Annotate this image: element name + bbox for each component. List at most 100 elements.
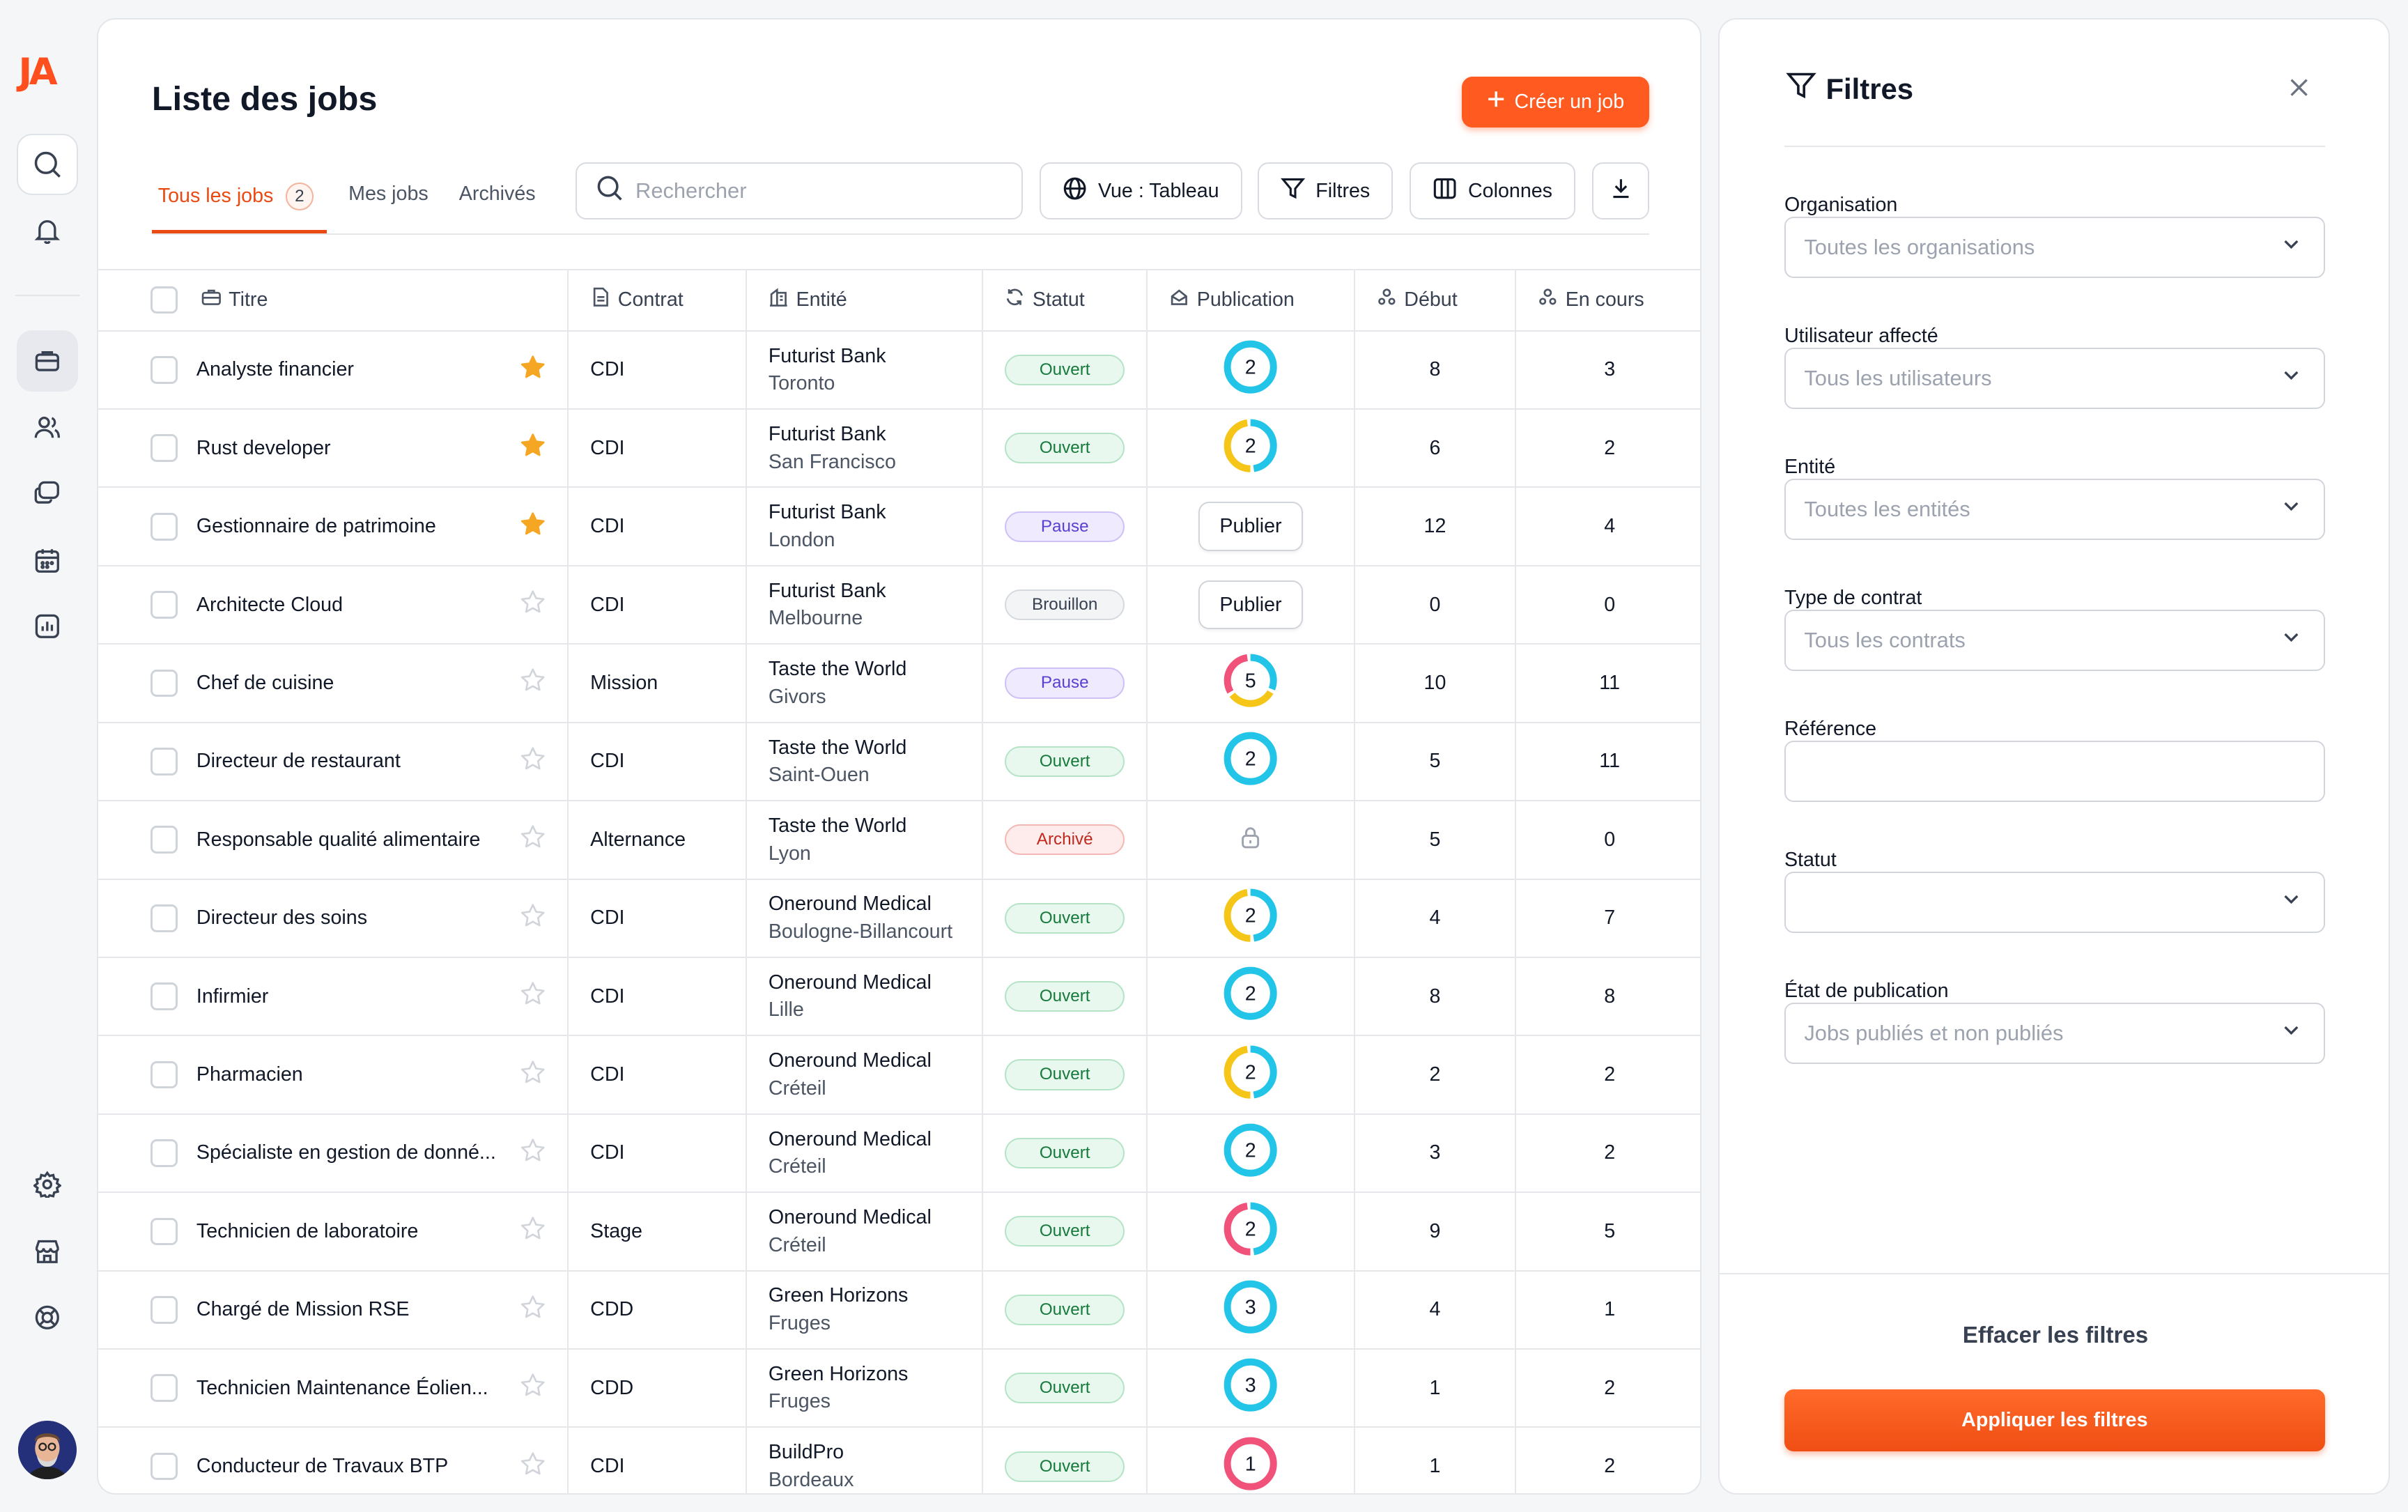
job-title[interactable]: Analyste financier (196, 358, 354, 381)
publication-donut[interactable]: 3 (1223, 1279, 1278, 1340)
user-avatar[interactable] (18, 1420, 77, 1479)
tab-archived[interactable]: Archivés (459, 183, 536, 206)
row-checkbox[interactable] (150, 904, 178, 932)
table-row[interactable]: Responsable qualité alimentaire Alternanc… (98, 801, 1701, 880)
close-icon[interactable] (2287, 75, 2311, 106)
apply-filters-button[interactable]: Appliquer les filtres (1784, 1389, 2325, 1451)
col-title[interactable]: Titre (98, 268, 569, 332)
job-title[interactable]: Responsable qualité alimentaire (196, 828, 481, 851)
star-icon[interactable] (520, 433, 546, 464)
star-icon[interactable] (520, 980, 546, 1012)
job-title[interactable]: Spécialiste en gestion de donné... (196, 1141, 496, 1164)
help-icon[interactable] (17, 1287, 78, 1348)
publication-donut[interactable]: 2 (1223, 731, 1278, 792)
star-icon[interactable] (520, 824, 546, 856)
table-row[interactable]: Pharmacien CDI Oneround Medical Créteil Ouve… (98, 1035, 1701, 1115)
filter-select[interactable]: Tous les utilisateurs (1784, 347, 2325, 409)
chat-icon[interactable] (17, 462, 78, 523)
search-icon[interactable] (17, 133, 79, 195)
publication-donut[interactable]: 2 (1223, 1123, 1278, 1183)
table-row[interactable]: Chargé de Mission RSE CDD Green Horizons Fr… (98, 1270, 1701, 1350)
columns-button[interactable]: Colonnes (1410, 162, 1576, 219)
row-checkbox[interactable] (150, 1060, 178, 1089)
download-button[interactable] (1592, 162, 1649, 219)
reference-input[interactable] (1784, 740, 2325, 802)
settings-icon[interactable] (17, 1153, 78, 1214)
publication-donut[interactable]: 2 (1223, 418, 1278, 479)
star-icon[interactable] (520, 1216, 546, 1247)
job-title[interactable]: Pharmacien (196, 1063, 303, 1086)
table-row[interactable]: Technicien de laboratoire Stage Oneround M… (98, 1192, 1701, 1272)
app-logo[interactable]: JA (18, 50, 57, 93)
row-checkbox[interactable] (150, 1452, 178, 1481)
users-icon[interactable] (17, 396, 78, 458)
row-checkbox[interactable] (150, 434, 178, 463)
job-title[interactable]: Infirmier (196, 985, 269, 1008)
col-entity[interactable]: Entité (746, 268, 984, 332)
filters-button[interactable]: Filtres (1257, 162, 1393, 219)
table-row[interactable]: Infirmier CDI Oneround Medical Lille Ouvert 2… (98, 957, 1701, 1037)
publication-donut[interactable]: 1 (1223, 1436, 1278, 1493)
row-checkbox[interactable] (150, 1295, 178, 1324)
view-button[interactable]: Vue : Tableau (1039, 162, 1242, 219)
bell-icon[interactable] (17, 200, 78, 261)
col-start[interactable]: Début (1354, 268, 1517, 332)
filter-select[interactable] (1784, 871, 2325, 933)
store-icon[interactable] (17, 1221, 78, 1282)
table-row[interactable]: Analyste financier CDI Futurist Bank Toront… (98, 330, 1701, 410)
star-icon[interactable] (520, 746, 546, 777)
star-icon[interactable] (520, 1294, 546, 1325)
star-icon[interactable] (520, 1137, 546, 1168)
clear-filters-button[interactable]: Effacer les filtres (1962, 1322, 2149, 1348)
row-checkbox[interactable] (150, 1139, 178, 1167)
star-icon[interactable] (520, 902, 546, 934)
col-publication[interactable]: Publication (1147, 268, 1355, 332)
table-row[interactable]: Directeur de restaurant CDI Taste the Worl… (98, 722, 1701, 802)
job-title[interactable]: Technicien Maintenance Éolien... (196, 1376, 488, 1399)
row-checkbox[interactable] (150, 669, 178, 697)
create-job-button[interactable]: Créer un job (1462, 76, 1649, 128)
row-checkbox[interactable] (150, 1374, 178, 1402)
row-checkbox[interactable] (150, 512, 178, 541)
col-in-progress[interactable]: En cours (1515, 268, 1701, 332)
table-row[interactable]: Conducteur de Travaux BTP CDI BuildPro Bord… (98, 1427, 1701, 1493)
calendar-icon[interactable] (17, 530, 78, 591)
job-title[interactable]: Architecte Cloud (196, 593, 344, 616)
row-checkbox[interactable] (150, 982, 178, 1010)
publication-donut[interactable]: 2 (1223, 339, 1278, 400)
publish-button[interactable]: Publier (1198, 502, 1303, 551)
row-checkbox[interactable] (150, 826, 178, 854)
star-icon[interactable] (520, 1059, 546, 1090)
search-box[interactable] (576, 162, 1023, 219)
star-icon[interactable] (520, 589, 546, 620)
table-row[interactable]: Directeur des soins CDI Oneround Medical Bo… (98, 879, 1701, 958)
table-row[interactable]: Rust developer CDI Futurist Bank San Franci… (98, 409, 1701, 488)
select-all-checkbox[interactable] (150, 286, 178, 314)
row-checkbox[interactable] (150, 591, 178, 619)
star-icon[interactable] (520, 354, 546, 385)
filter-select[interactable]: Toutes les organisations (1784, 216, 2325, 278)
table-row[interactable]: Technicien Maintenance Éolien... CDD Green… (98, 1348, 1701, 1428)
filter-select[interactable]: Jobs publiés et non publiés (1784, 1002, 2325, 1064)
filter-select[interactable]: Toutes les entités (1784, 478, 2325, 540)
row-checkbox[interactable] (150, 748, 178, 776)
publication-donut[interactable]: 2 (1223, 888, 1278, 948)
publication-donut[interactable]: 3 (1223, 1357, 1278, 1418)
col-status[interactable]: Statut (982, 268, 1148, 332)
briefcase-icon[interactable] (17, 330, 79, 392)
row-checkbox[interactable] (150, 1217, 178, 1246)
job-title[interactable]: Chargé de Mission RSE (196, 1298, 410, 1321)
star-icon[interactable] (520, 511, 546, 542)
job-title[interactable]: Rust developer (196, 436, 331, 459)
table-row[interactable]: Gestionnaire de patrimoine CDI Futurist Ba… (98, 487, 1701, 566)
publication-donut[interactable]: 5 (1223, 653, 1278, 713)
job-title[interactable]: Technicien de laboratoire (196, 1219, 419, 1242)
filter-select[interactable]: Tous les contrats (1784, 609, 2325, 671)
row-checkbox[interactable] (150, 356, 178, 384)
job-title[interactable]: Directeur de restaurant (196, 750, 401, 773)
star-icon[interactable] (520, 668, 546, 699)
job-title[interactable]: Gestionnaire de patrimoine (196, 515, 436, 538)
chart-icon[interactable] (17, 596, 78, 657)
publication-donut[interactable]: 2 (1223, 1201, 1278, 1262)
star-icon[interactable] (520, 1372, 546, 1403)
